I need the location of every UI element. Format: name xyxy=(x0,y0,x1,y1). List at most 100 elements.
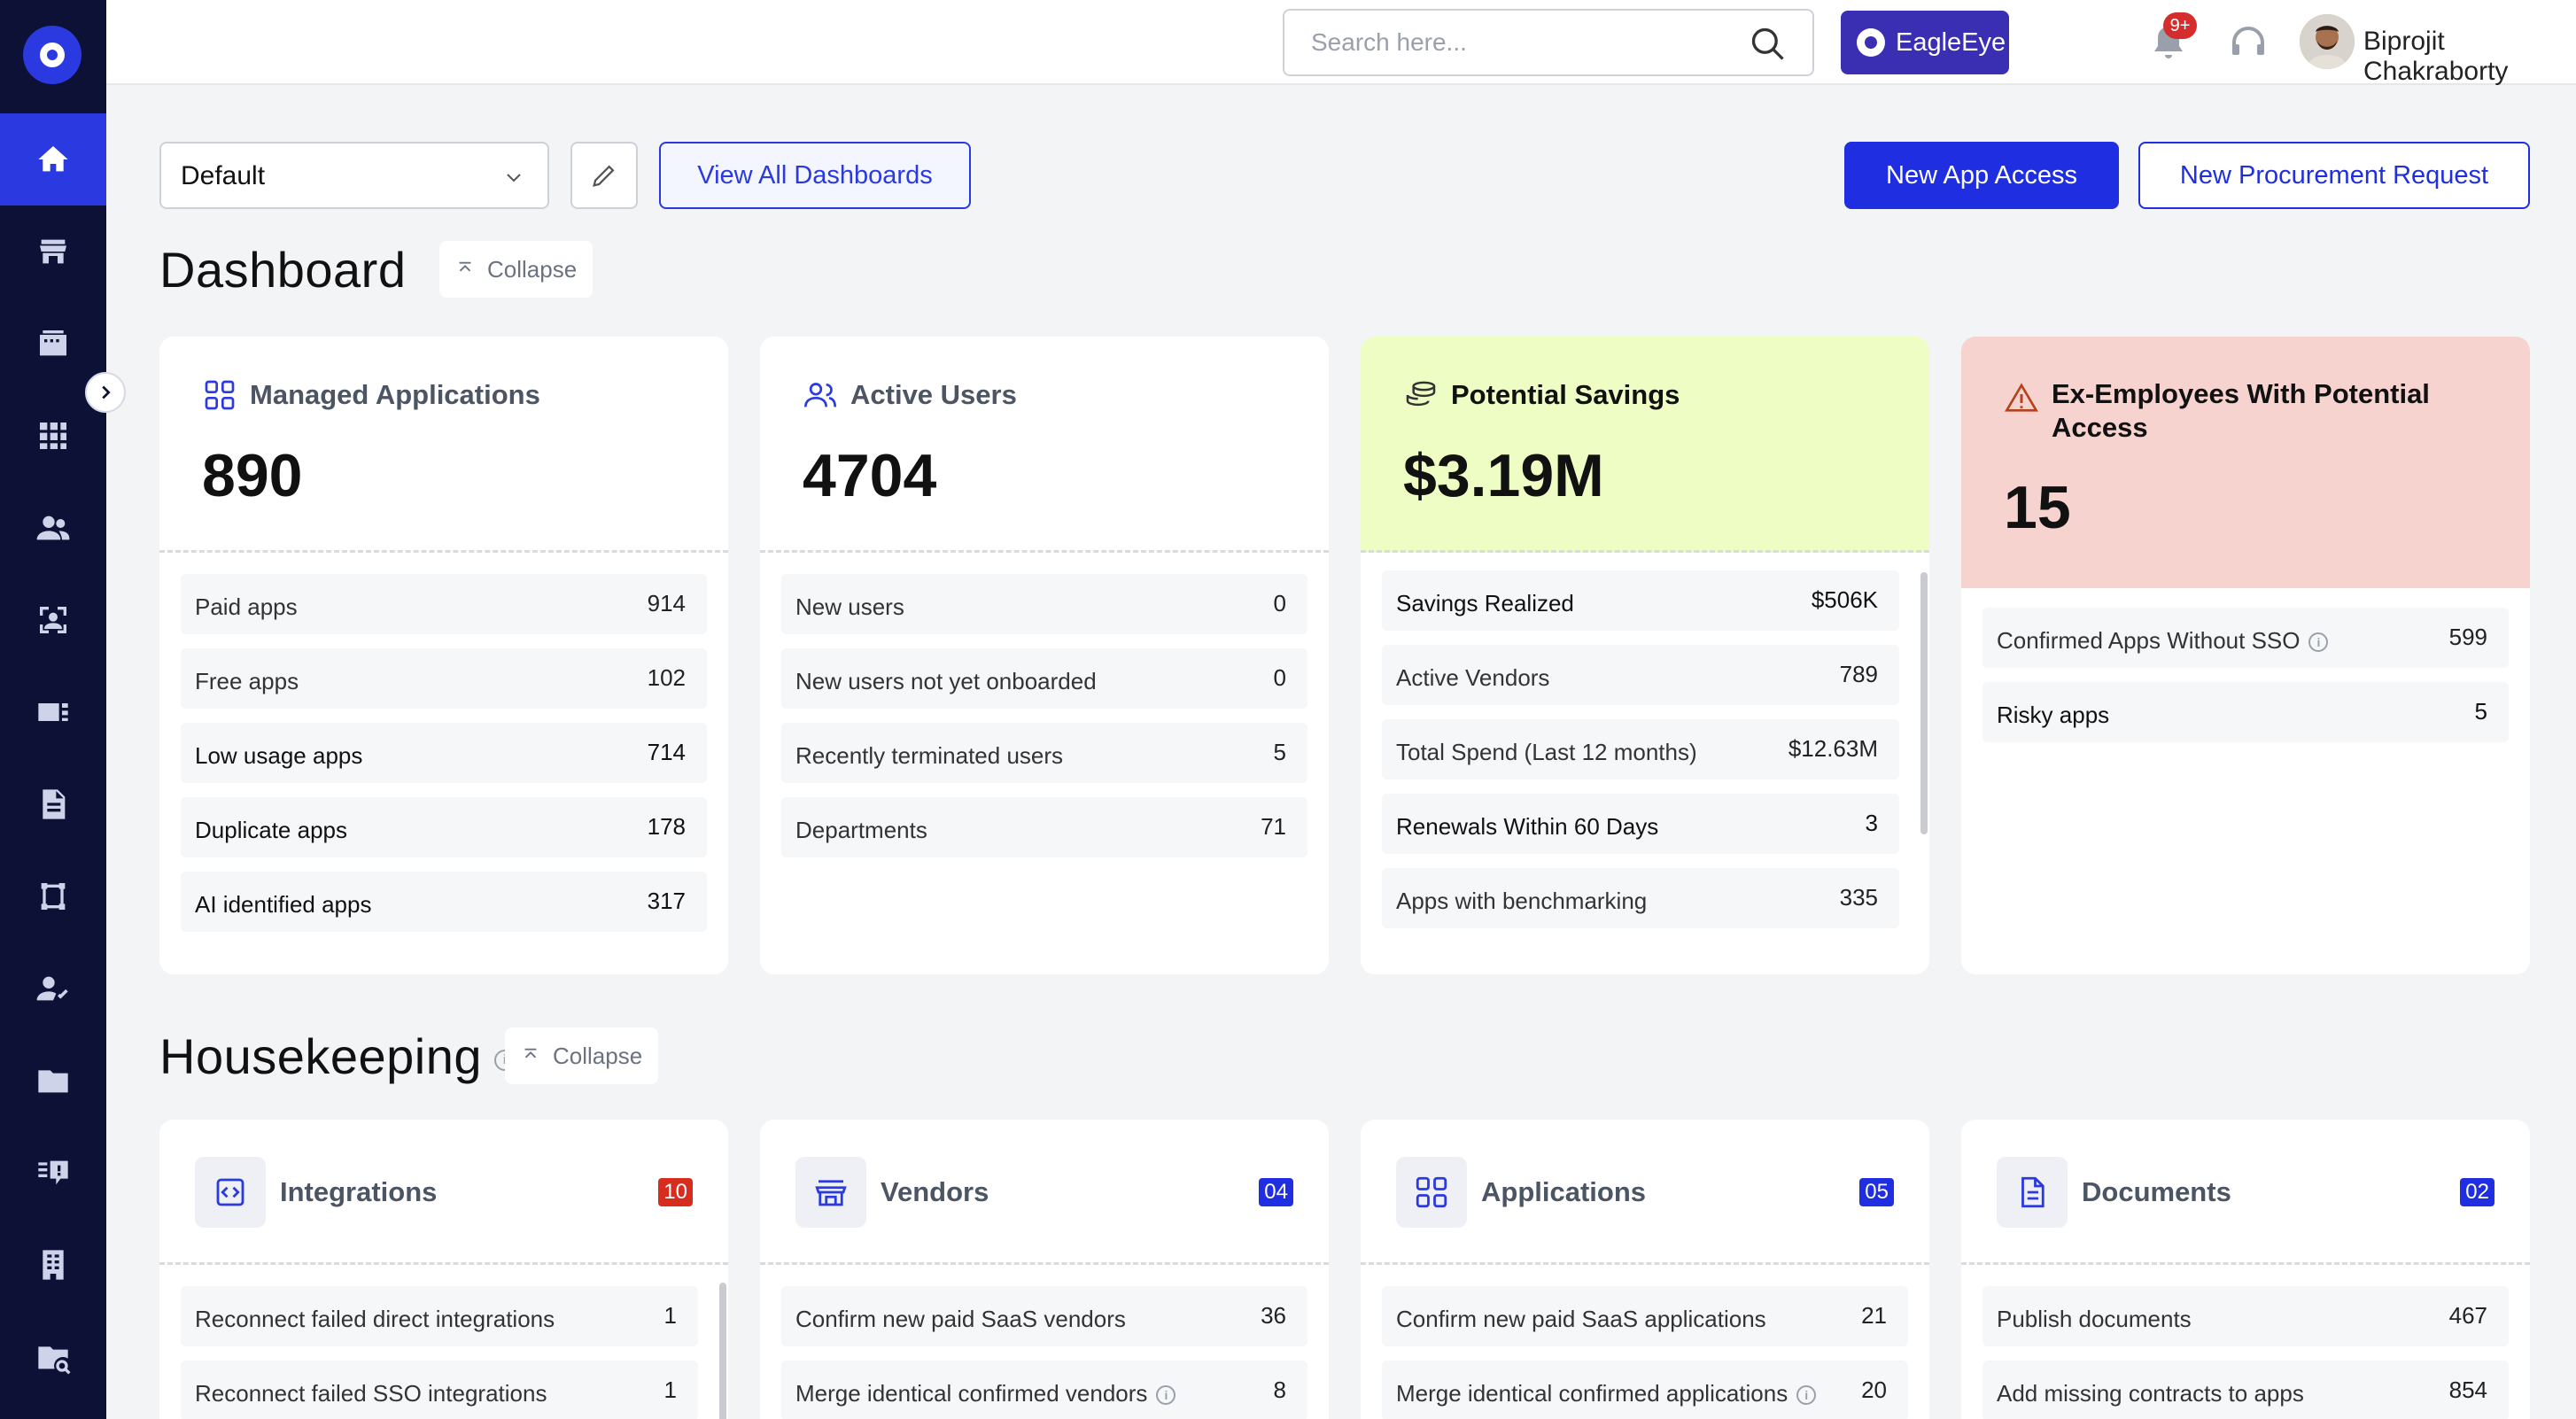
metric-value: 317 xyxy=(647,888,686,914)
ex-employees-card[interactable]: Ex-Employees With Potential Access 15 Co… xyxy=(1961,337,2530,974)
metric-row[interactable]: Duplicate apps 178 xyxy=(181,797,707,857)
metric-label: Confirmed Apps Without SSO i xyxy=(1997,627,2329,655)
info-icon[interactable]: i xyxy=(2308,632,2329,653)
nav-building[interactable] xyxy=(0,1219,106,1311)
metric-row[interactable]: Free apps 102 xyxy=(181,648,707,709)
task-row[interactable]: Confirm new paid SaaS applications 21 xyxy=(1382,1286,1908,1346)
managed-applications-card[interactable]: Managed Applications 890 Paid apps 914 Fr… xyxy=(159,337,728,974)
task-row[interactable]: Reconnect failed SSO integrations 1 xyxy=(181,1361,698,1419)
nav-user-check[interactable] xyxy=(0,942,106,1035)
task-label: Merge identical confirmed applications i xyxy=(1396,1380,1817,1407)
workflow-icon xyxy=(41,883,66,910)
nav-users[interactable] xyxy=(0,482,106,574)
metric-row[interactable]: AI identified apps 317 xyxy=(181,872,707,932)
notification-badge: 9+ xyxy=(2163,12,2197,39)
metric-value: $12.63M xyxy=(1788,735,1878,762)
integrations-icon-box xyxy=(195,1157,266,1228)
task-value: 467 xyxy=(2448,1302,2487,1329)
chevron-down-icon xyxy=(507,174,521,182)
metric-row[interactable]: Low usage apps 714 xyxy=(181,723,707,783)
metric-row[interactable]: New users not yet onboarded 0 xyxy=(781,648,1307,709)
nav-wallet[interactable] xyxy=(0,298,106,390)
metric-row[interactable]: Apps with benchmarking 335 xyxy=(1382,868,1899,928)
metric-row[interactable]: Confirmed Apps Without SSO i 599 xyxy=(1982,608,2509,668)
top-bar: EagleEye 9+ Biprojit Chakraborty xyxy=(106,0,2576,86)
task-value: 854 xyxy=(2448,1376,2487,1403)
task-row[interactable]: Add missing contracts to apps 854 xyxy=(1982,1361,2509,1419)
metric-label: New users xyxy=(795,593,904,620)
vendors-icon-box xyxy=(795,1157,866,1228)
dashboard-select[interactable]: Default xyxy=(159,142,549,209)
metric-label: New users not yet onboarded xyxy=(795,668,1097,694)
dashboard-collapse-button[interactable]: Collapse xyxy=(439,241,594,298)
info-icon[interactable]: i xyxy=(1796,1385,1817,1406)
integrations-card[interactable]: Integrations 10 Reconnect failed direct … xyxy=(159,1120,728,1419)
search-box[interactable] xyxy=(1283,9,1814,76)
metric-value: 789 xyxy=(1839,661,1878,687)
card-label: Managed Applications xyxy=(250,379,540,410)
scrollbar[interactable] xyxy=(1920,572,1928,834)
search-input[interactable] xyxy=(1311,28,1736,57)
nav-documents[interactable] xyxy=(0,758,106,850)
task-row[interactable]: Merge identical confirmed applications i 2… xyxy=(1382,1361,1908,1419)
potential-savings-card[interactable]: Potential Savings $3.19M Savings Realize… xyxy=(1361,337,1929,974)
nav-apps-grid[interactable] xyxy=(0,390,106,482)
metric-label: Total Spend (Last 12 months) xyxy=(1396,739,1697,765)
info-icon[interactable]: i xyxy=(1156,1385,1176,1406)
applications-card[interactable]: Applications 05 Confirm new paid SaaS ap… xyxy=(1361,1120,1929,1419)
vendors-card[interactable]: Vendors 04 Confirm new paid SaaS vendors… xyxy=(760,1120,1329,1419)
metric-row[interactable]: New users 0 xyxy=(781,574,1307,634)
task-row[interactable]: Merge identical confirmed vendors i 8 xyxy=(781,1361,1307,1419)
task-row[interactable]: Confirm new paid SaaS vendors 36 xyxy=(781,1286,1307,1346)
view-all-dashboards-button[interactable]: View All Dashboards xyxy=(659,142,971,209)
metric-row[interactable]: Departments 71 xyxy=(781,797,1307,857)
metric-row[interactable]: Renewals Within 60 Days 3 xyxy=(1382,794,1899,854)
card-label: Active Users xyxy=(850,379,1017,410)
user-check-icon xyxy=(36,976,68,1001)
metric-label: Low usage apps xyxy=(195,742,363,769)
eagleeye-button[interactable]: EagleEye xyxy=(1841,11,2009,74)
card-label: Potential Savings xyxy=(1451,379,1680,410)
card-value: 15 xyxy=(2004,474,2071,541)
metric-row[interactable]: Recently terminated users 5 xyxy=(781,723,1307,783)
metric-value: 71 xyxy=(1261,813,1286,840)
pencil-icon xyxy=(593,165,615,187)
metric-value: 3 xyxy=(1865,810,1878,836)
task-row[interactable]: Publish documents 467 xyxy=(1982,1286,2509,1346)
metric-row[interactable]: Risky apps 5 xyxy=(1982,682,2509,742)
metric-row[interactable]: Paid apps 914 xyxy=(181,574,707,634)
metric-row[interactable]: Total Spend (Last 12 months) $12.63M xyxy=(1382,719,1899,779)
metric-label: AI identified apps xyxy=(195,891,372,918)
expand-sidebar-button[interactable] xyxy=(85,372,126,413)
documents-card[interactable]: Documents 02 Publish documents 467 Add mi… xyxy=(1961,1120,2530,1419)
warning-icon xyxy=(2005,383,2038,412)
metric-row[interactable]: Savings Realized $506K xyxy=(1382,570,1899,631)
nav-home[interactable] xyxy=(0,113,106,205)
wallet-icon xyxy=(40,330,66,356)
coins-icon xyxy=(1406,381,1436,407)
nav-storefront[interactable] xyxy=(0,205,106,298)
scrollbar[interactable] xyxy=(719,1283,726,1419)
document-icon xyxy=(43,789,66,819)
apps-grid-icon xyxy=(1416,1176,1447,1208)
support-headset-icon[interactable] xyxy=(2227,21,2270,64)
nav-scan-user[interactable] xyxy=(0,574,106,666)
new-app-access-button[interactable]: New App Access xyxy=(1844,142,2119,209)
active-users-card[interactable]: Active Users 4704 New users 0 New users n… xyxy=(760,337,1329,974)
scan-user-icon xyxy=(40,607,66,633)
app-logo[interactable] xyxy=(23,26,81,84)
nav-feedback[interactable] xyxy=(0,1127,106,1219)
housekeeping-collapse-button[interactable]: Collapse xyxy=(505,1027,659,1084)
nav-workflows[interactable] xyxy=(0,850,106,942)
nav-cards[interactable] xyxy=(0,666,106,758)
new-procurement-request-button[interactable]: New Procurement Request xyxy=(2138,142,2530,209)
task-row[interactable]: Reconnect failed direct integrations 1 xyxy=(181,1286,698,1346)
user-avatar[interactable] xyxy=(2300,14,2355,69)
metric-row[interactable]: Active Vendors 789 xyxy=(1382,645,1899,705)
edit-dashboard-button[interactable] xyxy=(570,142,638,209)
nav-folder[interactable] xyxy=(0,1035,106,1127)
nav-folder-search[interactable] xyxy=(0,1311,106,1403)
hk-count-badge: 10 xyxy=(658,1178,693,1206)
user-name[interactable]: Biprojit Chakraborty xyxy=(2363,27,2509,86)
search-icon[interactable] xyxy=(1749,25,1788,64)
